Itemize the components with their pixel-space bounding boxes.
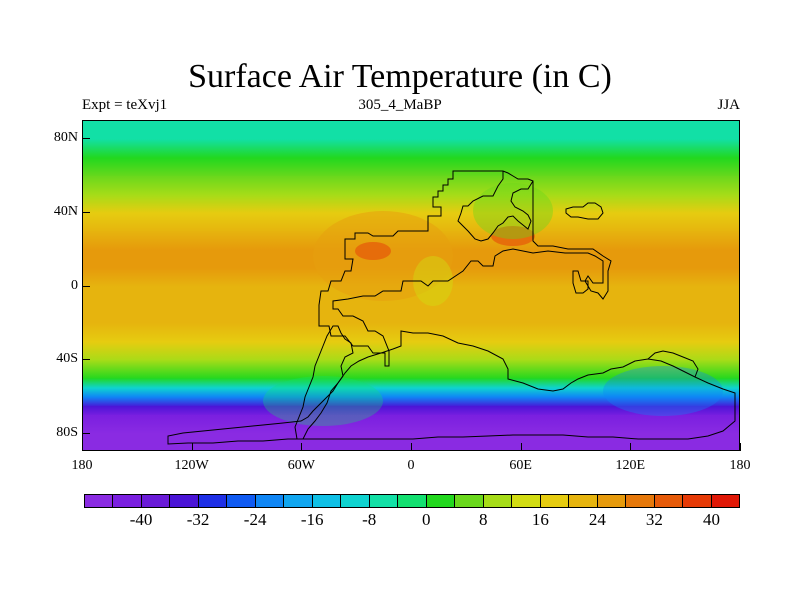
temperature-band [83,406,739,416]
y-tick-label: 80N [53,130,78,146]
temperature-band [83,396,739,407]
colorbar-cell [141,495,171,507]
colorbar-cell [341,495,370,507]
colorbar-label: -24 [243,510,267,529]
temperature-band [83,387,739,398]
colorbar-cell [569,495,598,507]
temperature-band [83,139,739,159]
x-tick-label: 0 [407,458,415,473]
x-tick-mark [301,443,303,451]
x-tick-label: 120E [615,458,646,473]
temperature-band [83,433,739,450]
experiment-label: Expt = teXvj1 [82,97,168,113]
x-tick-mark [630,443,632,451]
colorbar-cell [398,495,427,507]
temperature-band [83,360,739,379]
colorbar-cell [711,495,740,507]
colorbar-cell [227,495,256,507]
colorbar-cell [683,495,712,507]
colorbar-cell [85,495,114,507]
x-tick-mark [740,443,741,451]
colorbar-cell [113,495,142,507]
y-tick-mark [82,359,90,361]
temperature-band [83,194,739,214]
colorbar [84,494,740,508]
y-tick-mark [82,285,90,287]
temperature-band [83,341,739,361]
x-tick-mark [520,443,522,451]
x-tick-mark [82,443,83,451]
y-tick-mark [82,432,90,434]
y-tick-mark [82,138,90,140]
y-tick-label: 80S [56,424,78,440]
x-tick-label: 60W [287,458,315,473]
colorbar-cell [255,495,285,507]
y-tick-label: 40S [56,351,78,367]
x-tick-label: 180 [729,458,751,473]
colorbar-label: 32 [645,510,663,529]
colorbar-cell [512,495,541,507]
colorbar-cell [654,495,684,507]
colorbar-label: 0 [422,510,431,529]
temperature-band [83,176,739,196]
season-label: JJA [717,97,740,113]
colorbar-label: 16 [531,510,549,529]
colorbar-label: -16 [300,510,324,529]
colorbar-cell [597,495,627,507]
colorbar-cell [284,495,313,507]
colorbar-label: -8 [362,510,377,529]
age-label: 305_4_MaBP [358,97,442,113]
colorbar-label: 8 [479,510,488,529]
colorbar-cell [369,495,399,507]
colorbar-label: -32 [186,510,210,529]
temperature-band [83,157,739,177]
x-tick-label: 60E [509,458,532,473]
continent-outlines [167,170,736,445]
x-tick-label: 180 [71,458,93,473]
temperature-band [83,378,739,389]
y-tick-mark [82,211,90,213]
colorbar-cell [312,495,342,507]
temperature-map [82,120,740,451]
colorbar-label: 40 [702,510,720,529]
colorbar-label: 24 [588,510,606,529]
colorbar-cell [626,495,655,507]
temperature-band [83,304,739,324]
y-tick-label: 0 [71,277,78,293]
x-tick-mark [191,443,193,451]
plot-title: Surface Air Temperature (in C) [188,58,612,95]
y-tick-label: 40N [53,203,78,219]
colorbar-cell [540,495,570,507]
colorbar-cell [455,495,484,507]
temperature-band [83,415,739,435]
x-tick-mark [411,443,412,451]
colorbar-label: -40 [129,510,153,529]
colorbar-cell [483,495,513,507]
colorbar-cell [170,495,199,507]
temperature-band [83,121,739,140]
colorbar-cell [198,495,228,507]
colorbar-cell [426,495,456,507]
x-tick-label: 120W [174,458,209,473]
